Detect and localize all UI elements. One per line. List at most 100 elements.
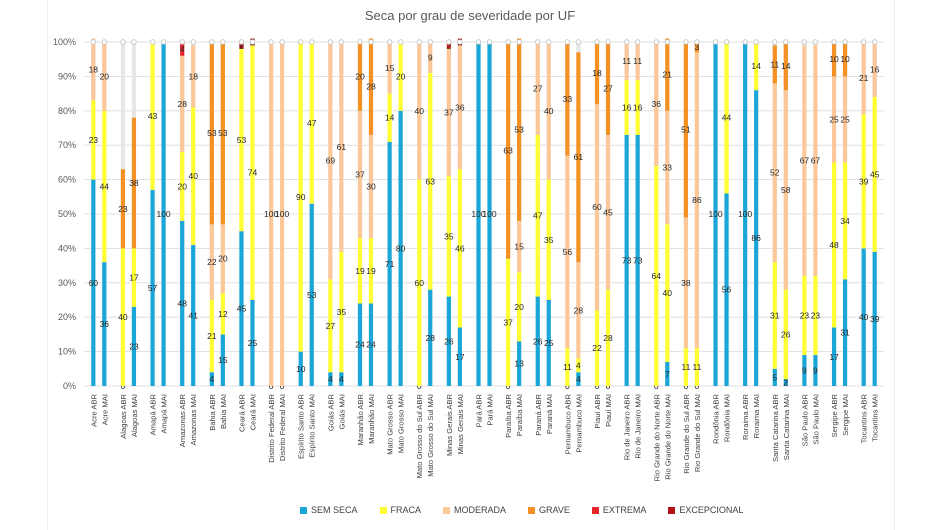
bar-segment-sem-seca xyxy=(150,189,155,386)
bar-segment-moderada xyxy=(546,42,551,180)
data-label: 23 xyxy=(118,204,128,214)
data-label: 13 xyxy=(514,359,524,369)
bar-top-marker xyxy=(812,39,819,45)
x-category-label: Espírito Santo ABR xyxy=(297,393,306,459)
data-label: 38 xyxy=(681,278,691,288)
bar-segment-moderada xyxy=(783,90,788,290)
bar-top-marker xyxy=(505,39,511,45)
x-category-label: Pará ABR xyxy=(475,393,484,427)
bar-segment-sem-seca xyxy=(487,42,492,386)
legend-item: SEM SECA xyxy=(300,505,358,515)
bar-segment-fraca xyxy=(813,275,818,356)
data-label: 31 xyxy=(840,328,850,338)
data-label: 4 xyxy=(339,374,344,384)
bar-segment-sem-seca xyxy=(813,355,818,386)
bar-segment-moderada xyxy=(802,45,807,276)
bar-segment-fraca xyxy=(831,162,837,328)
data-label: 10 xyxy=(296,364,306,374)
data-label: 18 xyxy=(592,68,602,78)
x-category-label: Espírito Santo MAI xyxy=(308,394,317,457)
data-label: 39 xyxy=(870,314,880,324)
data-label: 28 xyxy=(603,333,613,343)
bar-top-marker xyxy=(338,39,345,45)
bar-segment-grave xyxy=(576,52,581,263)
x-category-label: Rio Grande do Sul ABR xyxy=(682,393,691,473)
data-label: 100 xyxy=(264,209,278,219)
bar-segment-grave xyxy=(368,38,374,135)
bar-top-marker xyxy=(268,39,274,45)
legend-label: MODERADA xyxy=(454,505,507,515)
data-label: 86 xyxy=(692,195,702,205)
bar-segment-sem-seca xyxy=(576,372,581,386)
data-label: 67 xyxy=(800,156,810,166)
legend-label: SEM SECA xyxy=(311,505,358,515)
y-tick-label: 80% xyxy=(58,106,76,116)
bar-segment-fraca xyxy=(398,42,403,111)
bar-segment-grave xyxy=(842,42,848,77)
x-category-label: Rio de Janeiro ABR xyxy=(623,393,632,460)
bar-segment-sem-seca xyxy=(517,341,522,386)
data-label: 33 xyxy=(663,163,673,173)
x-category-label: Mato Grosso do Sul ABR xyxy=(415,393,424,478)
data-label: 71 xyxy=(385,259,395,269)
data-label: 58 xyxy=(781,185,791,195)
bar-segment-moderada xyxy=(654,42,659,166)
data-label: 46 xyxy=(455,243,465,253)
bar-segment-sem-seca xyxy=(209,372,214,386)
data-label: 40 xyxy=(415,106,425,116)
data-label: 4 xyxy=(576,360,581,370)
bar-segment-moderada xyxy=(279,42,285,386)
bar-segment-moderada xyxy=(220,224,225,294)
bar-top-marker xyxy=(683,39,689,45)
data-label: 40 xyxy=(544,106,554,116)
x-category-label: Minas Gerais MAI xyxy=(456,394,465,454)
data-label: 36 xyxy=(100,319,110,329)
bar-segment-fraca xyxy=(298,42,303,352)
legend-swatch xyxy=(528,506,536,514)
bar-top-marker xyxy=(427,39,433,45)
bar-segment-moderada xyxy=(861,42,866,115)
bar-top-marker xyxy=(357,39,363,45)
x-category-label: Alagoas ABR xyxy=(119,393,128,438)
bar-top-marker xyxy=(753,39,759,45)
bar-segment-fraca xyxy=(180,152,185,221)
x-category-label: Paraíba MAI xyxy=(515,394,524,436)
data-label: 20 xyxy=(514,302,524,312)
bar-segment-fraca xyxy=(872,97,877,252)
bar-segment-fraca xyxy=(102,110,107,263)
data-label: 74 xyxy=(248,168,258,178)
x-category-label: Sergipe ABR xyxy=(830,393,839,437)
bar-segment-extrema xyxy=(446,42,451,49)
x-category-label: Bahia MAI xyxy=(219,394,228,429)
x-category-label: Maranhão ABR xyxy=(356,393,365,445)
x-category-label: Bahia ABR xyxy=(208,393,217,430)
x-category-label: Pernambuco ABR xyxy=(563,393,572,454)
bar-segment-moderada xyxy=(428,42,433,73)
bar-top-marker xyxy=(564,39,571,45)
bar-top-marker xyxy=(694,39,700,45)
bar-segment-sem-seca xyxy=(131,306,137,386)
data-label: 12 xyxy=(218,309,228,319)
bar-segment-moderada xyxy=(368,134,374,239)
bar-segment-sem-seca xyxy=(102,262,107,386)
data-label: 17 xyxy=(829,352,839,362)
bar-segment-sem-seca xyxy=(772,368,777,386)
bar-top-marker xyxy=(238,39,245,45)
bar-top-marker xyxy=(327,39,334,45)
legend-item: FRACA xyxy=(379,505,421,515)
data-label: 47 xyxy=(533,211,543,221)
x-category-label: Mato Grosso ABR xyxy=(386,393,395,454)
bar-top-marker xyxy=(149,39,156,45)
x-category-label: Tocantins ABR xyxy=(860,393,869,443)
x-category-label: Alagoas MAI xyxy=(130,394,139,437)
bar-segment-sem-seca xyxy=(842,279,848,386)
bar-segment-fraca xyxy=(565,348,570,386)
x-category-label: Rio Grande do Sul MAI xyxy=(693,394,702,472)
bar-top-marker xyxy=(446,39,452,45)
x-category-label: Rondônia MAI xyxy=(723,394,732,442)
x-category-label: Paraná MAI xyxy=(545,394,554,434)
bar-segment-sem-seca xyxy=(754,90,759,386)
x-category-label: São Paulo MAI xyxy=(811,394,820,445)
